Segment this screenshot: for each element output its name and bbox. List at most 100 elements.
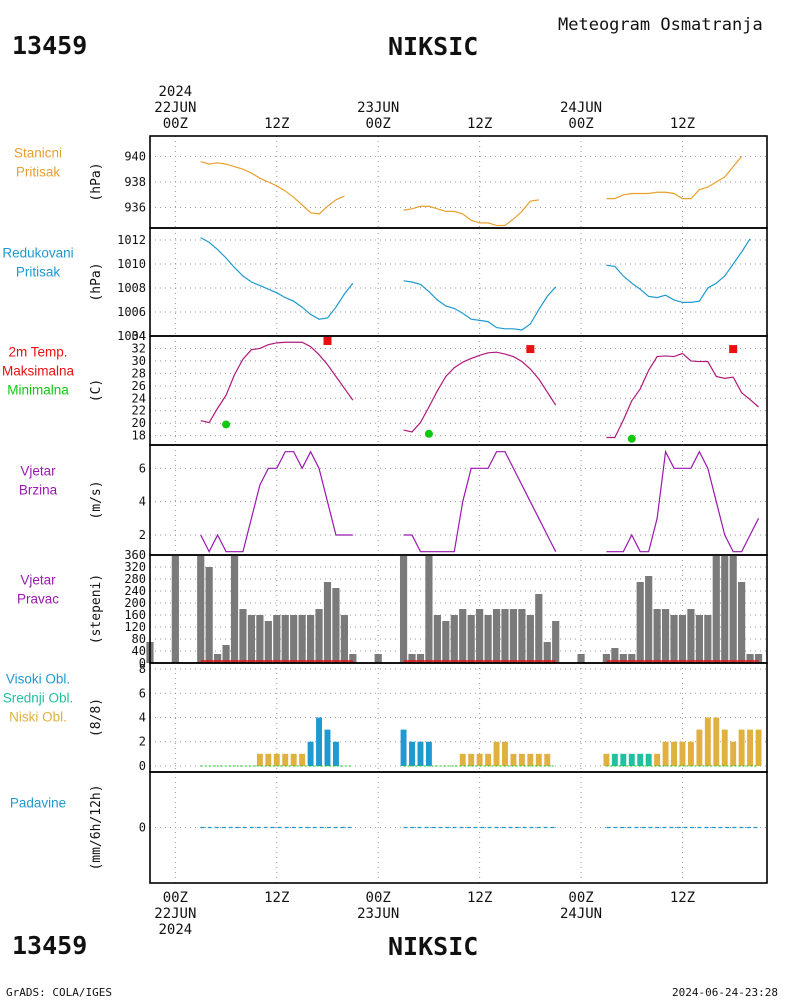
cloud-bar (620, 753, 627, 766)
y-tick-label: 280 (124, 572, 146, 586)
series-line (403, 280, 557, 331)
y-tick-label: 1012 (117, 233, 146, 247)
wind-dir-bar (450, 615, 458, 663)
y-axis-label: (C) (89, 379, 104, 402)
cloud-bar (713, 717, 720, 766)
wind-dir-bar (256, 615, 264, 663)
series-line (606, 352, 759, 439)
cloud-bar (485, 753, 492, 766)
cloud-bar (400, 729, 407, 766)
wind-dir-bar (340, 615, 348, 663)
y-tick-label: 0 (139, 821, 146, 835)
y-tick-label: 26 (132, 379, 146, 393)
wind-dir-bar (315, 609, 323, 663)
panel-frame (149, 227, 768, 337)
time-tick-label: 00Z (366, 890, 391, 906)
cloud-bar (265, 753, 272, 766)
wind-dir-bar (645, 576, 653, 663)
wind-dir-bar (273, 615, 281, 663)
wind-dir-bar (636, 582, 644, 663)
wind-dir-bar (433, 615, 441, 663)
cloud-bar (502, 741, 508, 766)
wind-dir-bar (399, 555, 408, 663)
station-id-bottom: 13459 (12, 931, 87, 960)
time-tick-label: 12Z (264, 890, 289, 906)
y-tick-label: 2 (139, 528, 146, 542)
wind-dir-bar (425, 555, 433, 663)
series-line (606, 156, 743, 200)
max-temp-marker (323, 336, 332, 345)
y-tick-label: 4 (139, 495, 146, 509)
y-tick-label: 936 (124, 201, 146, 215)
wind-dir-bar (619, 654, 627, 663)
panel-label: Vjetar (20, 464, 56, 479)
y-tick-label: 120 (124, 620, 146, 634)
y-axis-label: (m/s) (89, 480, 104, 519)
wind-dir-bar (476, 609, 484, 663)
wind-dir-bar (552, 621, 560, 663)
wind-dir-bar (535, 594, 543, 663)
cloud-bar (679, 741, 686, 766)
series-line (200, 450, 353, 553)
cloud-bar (299, 753, 306, 766)
wind-dir-bar (746, 654, 754, 663)
time-tick-label: 00Z (366, 116, 391, 132)
station-name-bottom: NIKSIC (388, 932, 478, 961)
cloud-bar (468, 753, 475, 766)
wind-dir-bar (484, 615, 492, 663)
panel-frame (149, 335, 768, 446)
y-axis-label: (hPa) (89, 262, 104, 301)
y-tick-label: 1006 (117, 305, 146, 319)
wind-dir-bar (416, 654, 425, 663)
y-tick-label: 6 (139, 686, 146, 700)
wind-dir-bar (459, 609, 467, 663)
time-tick-label: 2024 (158, 84, 192, 100)
y-tick-label: 22 (132, 404, 146, 418)
series-line (606, 449, 760, 553)
cloud-bar (273, 753, 280, 766)
panel-clouds: 0 2 4 6 8 (8/8) Visoki Obl. Srednji Obl. Niski O… (3, 662, 768, 773)
cloud-bar (459, 753, 466, 766)
series-line (200, 160, 345, 215)
time-tick-label: 12Z (467, 116, 492, 132)
cloud-bar (417, 741, 424, 766)
cloud-bar (332, 741, 339, 766)
panel-label: 2m Temp. (8, 345, 67, 360)
panel-label: Brzina (19, 483, 58, 498)
cloud-bar (654, 753, 661, 766)
y-tick-label: 160 (124, 608, 146, 622)
time-tick-label: 23JUN (357, 100, 399, 116)
y-tick-label: 938 (124, 175, 146, 189)
y-axis-label: (stepeni) (89, 574, 104, 644)
cloud-bar (324, 729, 331, 766)
cloud-bar (510, 753, 517, 766)
y-tick-label: 2 (139, 735, 146, 749)
wind-dir-bar (171, 555, 179, 663)
y-tick-label: 320 (124, 560, 146, 574)
y-tick-label: 0 (139, 759, 146, 773)
max-temp-marker (526, 345, 535, 354)
wind-dir-bar (281, 615, 289, 663)
cloud-bar (755, 729, 762, 766)
cloud-bar (290, 753, 297, 766)
cloud-bar (611, 753, 618, 766)
cloud-bar (535, 753, 542, 766)
panel-label: Vjetar (20, 573, 56, 588)
panel-pressure: 936 938 940 (hPa) Stanicni Pritisak (14, 135, 768, 229)
panel-label: Srednji Obl. (3, 691, 74, 706)
cloud-bar (721, 729, 728, 766)
cloud-bar (645, 753, 652, 766)
cloud-bar (409, 741, 415, 766)
cloud-bar (704, 717, 711, 766)
series-line (403, 351, 557, 433)
time-tick-label: 00Z (568, 890, 593, 906)
wind-dir-bar (721, 555, 729, 663)
cloud-bar (518, 753, 525, 766)
wind-dir-bar (628, 654, 636, 663)
panel-wind_speed: 2 4 6 (m/s) Vjetar Brzina (19, 444, 768, 556)
wind-dir-bar (205, 567, 213, 663)
cloud-bar (738, 729, 745, 766)
cloud-bar (527, 753, 534, 766)
